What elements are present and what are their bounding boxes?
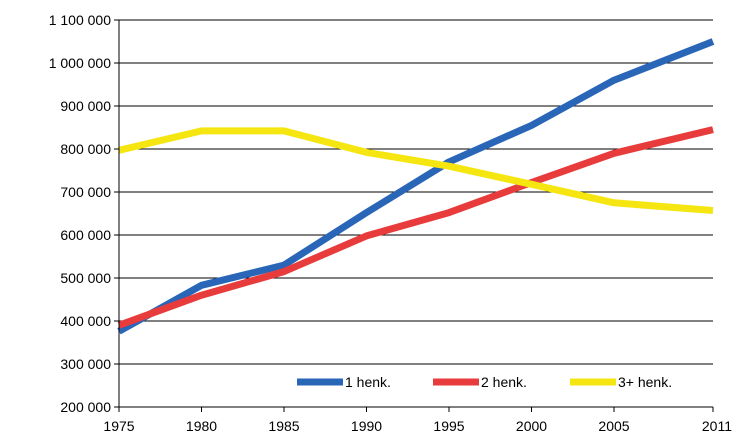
y-tick-label: 500 000	[60, 270, 111, 286]
y-tick-label: 300 000	[60, 356, 111, 372]
y-tick-label: 800 000	[60, 141, 111, 157]
series-line-3	[118, 127, 714, 214]
gridlines	[119, 19, 713, 365]
x-tick-label: 1975	[103, 418, 134, 434]
x-axis-tick-labels: 1975 1980 1985 1990 1995 2000 2005 2011	[103, 418, 732, 434]
y-tick-label: 400 000	[60, 313, 111, 329]
legend: 1 henk. 2 henk. 3+ henk.	[297, 374, 672, 390]
y-tick-label: 900 000	[60, 98, 111, 114]
x-tick-label: 2011	[702, 418, 732, 434]
series-line-2	[117, 126, 714, 329]
series-lines	[117, 38, 715, 335]
x-tick-label: 2000	[516, 418, 547, 434]
y-tick-label: 200 000	[60, 399, 111, 415]
y-tick-label: 1 100 000	[49, 12, 111, 28]
series-line-1	[117, 38, 715, 335]
x-tick-label: 1995	[433, 418, 464, 434]
x-tick-label: 1985	[268, 418, 299, 434]
legend-label: 1 henk.	[345, 374, 391, 390]
axes	[114, 19, 714, 412]
legend-label: 3+ henk.	[618, 374, 672, 390]
x-tick-label: 1980	[186, 418, 217, 434]
y-tick-label: 600 000	[60, 227, 111, 243]
y-tick-label: 700 000	[60, 184, 111, 200]
y-tick-label: 1 000 000	[49, 55, 111, 71]
x-tick-label: 1990	[351, 418, 382, 434]
y-axis-tick-labels: 200 000 300 000 400 000 500 000 600 000 700 0…	[49, 12, 112, 415]
legend-label: 2 henk.	[481, 374, 527, 390]
x-tick-label: 2005	[598, 418, 629, 434]
